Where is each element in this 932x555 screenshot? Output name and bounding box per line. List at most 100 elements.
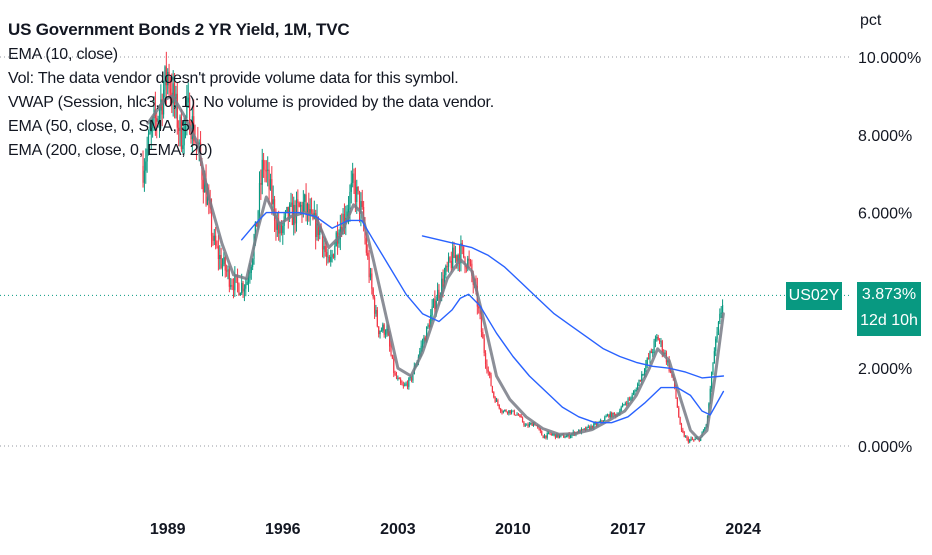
candle-body bbox=[480, 315, 483, 333]
candle-body bbox=[641, 374, 643, 382]
candle-body bbox=[682, 429, 684, 433]
x-tick-label: 1989 bbox=[150, 521, 186, 538]
candle-body bbox=[626, 403, 628, 405]
candle-body bbox=[530, 423, 532, 425]
candle-body bbox=[654, 338, 657, 342]
candle-body bbox=[219, 254, 221, 260]
x-tick-label: 2017 bbox=[610, 521, 646, 538]
legend-volume[interactable]: Vol: The data vendor doesn't provide vol… bbox=[8, 70, 459, 87]
candle-body bbox=[594, 423, 596, 425]
candle-body bbox=[645, 364, 647, 373]
candle-body bbox=[719, 313, 721, 322]
candle-body bbox=[483, 338, 485, 354]
candle-body bbox=[720, 312, 722, 314]
candle-body bbox=[427, 324, 429, 327]
candle-body bbox=[212, 235, 214, 241]
candle-body bbox=[553, 434, 555, 436]
candle-body bbox=[193, 116, 195, 142]
candle-body bbox=[652, 351, 654, 353]
candle-body bbox=[419, 351, 421, 357]
candle-body bbox=[241, 282, 243, 294]
y-tick-label: 6.000% bbox=[858, 206, 912, 223]
candle-body bbox=[490, 375, 492, 387]
candle-body bbox=[493, 392, 495, 398]
candle-body bbox=[597, 422, 599, 426]
bar-countdown-label: 12d 10h bbox=[860, 312, 918, 329]
candle-body bbox=[445, 266, 447, 276]
candle-body bbox=[410, 377, 413, 381]
candle-body bbox=[323, 246, 325, 250]
candle-body bbox=[432, 298, 435, 307]
candle-body bbox=[424, 337, 426, 342]
candle-body bbox=[526, 424, 528, 426]
candle-body bbox=[356, 186, 358, 203]
candle-body bbox=[167, 71, 169, 86]
candle-body bbox=[584, 428, 587, 431]
candle-body bbox=[280, 225, 283, 234]
candle-body bbox=[165, 66, 167, 86]
price-badge[interactable]: 3.873% 12d 10h bbox=[857, 282, 921, 336]
candle-body bbox=[443, 275, 446, 288]
candle-body bbox=[608, 414, 610, 418]
candle-body bbox=[683, 432, 685, 437]
candle-body bbox=[656, 336, 658, 339]
candle-body bbox=[397, 378, 399, 380]
symbol-badge[interactable]: US02Y bbox=[786, 282, 842, 310]
candle-body bbox=[512, 410, 514, 412]
chart-title[interactable]: US Government Bonds 2 YR Yield, 1M, TVC bbox=[8, 20, 350, 39]
candle-body bbox=[489, 371, 491, 376]
candle-body bbox=[221, 264, 224, 268]
candle-body bbox=[382, 324, 384, 331]
candle-body bbox=[272, 199, 274, 205]
candle-body bbox=[321, 231, 324, 250]
candle-body bbox=[605, 416, 607, 418]
legend-ema200[interactable]: EMA (200, close, 0, EMA, 20) bbox=[8, 142, 213, 159]
legend-ema10[interactable]: EMA (10, close) bbox=[8, 46, 118, 63]
candle-body bbox=[405, 383, 407, 385]
candle-body bbox=[143, 170, 146, 183]
candle-body bbox=[375, 309, 377, 314]
candle-body bbox=[149, 132, 151, 134]
legend-ema50[interactable]: EMA (50, close, 0, SMA, 5) bbox=[8, 118, 195, 135]
candle-body bbox=[371, 273, 373, 289]
candle-body bbox=[667, 360, 669, 363]
candle-body bbox=[176, 93, 178, 128]
candle-body bbox=[465, 267, 467, 269]
candle-body bbox=[145, 161, 147, 171]
candle-body bbox=[627, 398, 629, 404]
candle-body bbox=[276, 221, 278, 230]
candle-body bbox=[420, 345, 422, 352]
candle-body bbox=[658, 340, 661, 342]
candle-body bbox=[524, 424, 526, 426]
candle-body bbox=[338, 239, 340, 244]
candle-body bbox=[268, 169, 270, 190]
candle-body bbox=[675, 387, 677, 398]
candle-body bbox=[182, 145, 184, 150]
candle-body bbox=[550, 433, 552, 435]
candle-body bbox=[479, 308, 481, 316]
candle-body bbox=[484, 353, 487, 364]
candle-body bbox=[664, 352, 666, 355]
candle-body bbox=[289, 204, 291, 220]
candle-body bbox=[628, 398, 631, 400]
candle-body bbox=[168, 71, 170, 89]
candle-body bbox=[497, 400, 499, 405]
candle-body bbox=[267, 169, 269, 171]
candle-body bbox=[315, 213, 317, 238]
candle-body bbox=[278, 221, 280, 234]
candle-body bbox=[179, 116, 181, 131]
candle-body bbox=[601, 420, 603, 422]
candle-body bbox=[210, 207, 213, 236]
candle-body bbox=[216, 245, 218, 247]
candle-body bbox=[271, 179, 273, 205]
y-axis-unit-label: pct bbox=[860, 12, 882, 29]
candle-body bbox=[376, 309, 378, 327]
candle-body bbox=[290, 202, 292, 205]
candle-body bbox=[532, 422, 535, 426]
legend-vwap[interactable]: VWAP (Session, hlc3, 0, 1): No volume is… bbox=[8, 94, 495, 111]
candle-body bbox=[545, 435, 547, 438]
candle-body bbox=[501, 411, 503, 413]
candle-body bbox=[186, 102, 188, 118]
